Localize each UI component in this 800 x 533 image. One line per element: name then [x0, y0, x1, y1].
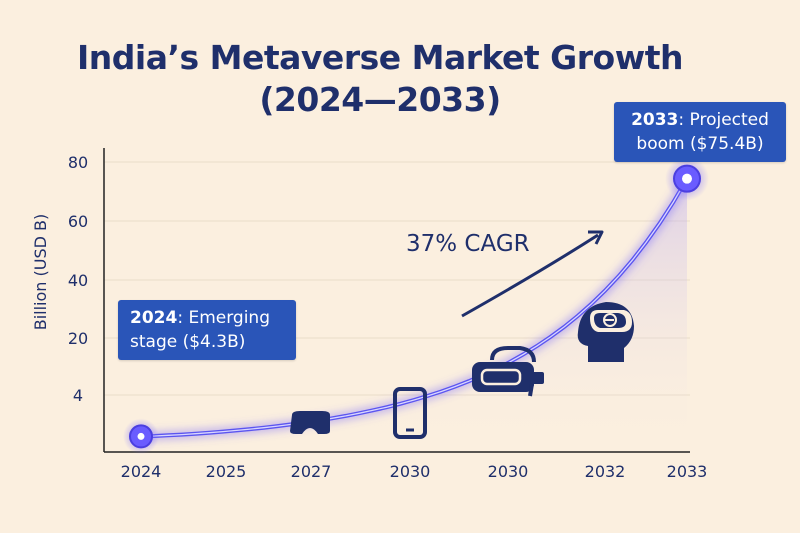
- series-line-highlight: [140, 178, 688, 438]
- area-fill: [141, 178, 687, 452]
- callout-2033-text: : Projected boom ($75.4B): [636, 110, 769, 154]
- x-tick-label: 2033: [667, 462, 708, 481]
- x-tick-labels: 2024 2025 2027 2030 2030 2032 2033: [121, 462, 708, 481]
- callout-2024-text: : Emerging stage ($4.3B): [130, 308, 270, 352]
- smartphone-icon: [393, 387, 427, 439]
- y-axis-label: Billion (USD B): [31, 214, 50, 331]
- y-tick-label: 60: [68, 212, 88, 231]
- x-tick-label: 2030: [390, 462, 431, 481]
- x-tick-label: 2025: [206, 462, 247, 481]
- y-tick-label: 40: [68, 271, 88, 290]
- callout-2024: 2024: Emerging stage ($4.3B): [118, 300, 296, 360]
- y-tick-labels: 80 60 40 20 4: [68, 153, 88, 405]
- callout-2024-year: 2024: [130, 308, 178, 328]
- vr-headset-icon: [290, 411, 330, 434]
- cagr-label: 37% CAGR: [406, 231, 530, 257]
- series-points: [123, 156, 709, 455]
- x-tick-label: 2030: [488, 462, 529, 481]
- head-with-vr-icon: [577, 302, 634, 362]
- point-2024-core: [137, 432, 145, 440]
- chart-title-line-2: (2024—2033): [259, 80, 501, 119]
- vr-goggles-icon: [472, 346, 544, 397]
- callout-2033: 2033: Projected boom ($75.4B): [614, 102, 786, 162]
- callout-2033-year: 2033: [631, 110, 679, 130]
- point-2033-core: [682, 173, 692, 184]
- x-tick-label: 2024: [121, 462, 162, 481]
- x-tick-label: 2027: [291, 462, 332, 481]
- cagr-arrowhead: [588, 230, 604, 245]
- x-tick-label: 2032: [585, 462, 626, 481]
- y-tick-label: 80: [68, 153, 88, 172]
- y-tick-label: 20: [68, 329, 88, 348]
- cagr-arrow: [461, 233, 599, 318]
- chart-title-line-1: India’s Metaverse Market Growth: [77, 38, 683, 77]
- y-tick-label: 4: [73, 386, 83, 405]
